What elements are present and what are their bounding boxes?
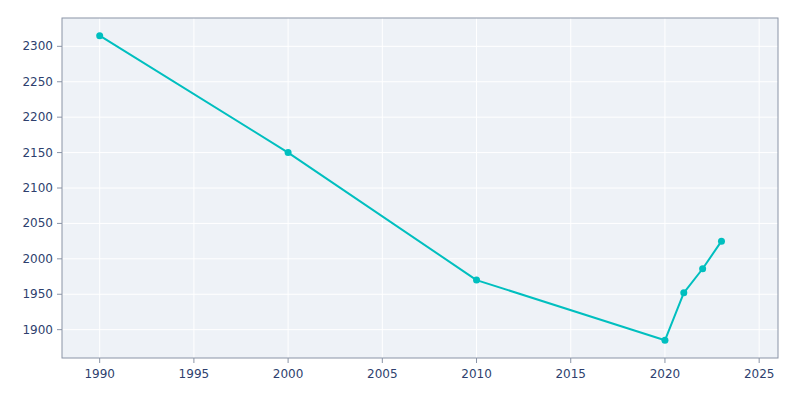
tick-label-y: 1900 [22,323,53,337]
grid [62,18,778,358]
tick-label-x: 2015 [555,367,586,381]
grid-line-y [62,46,778,47]
tick-label-x: 1990 [84,367,115,381]
grid-line-y [62,329,778,330]
tick-label-x: 2020 [650,367,681,381]
series [96,32,725,344]
chart-container: 1990 1995 2000 2005 2010 2015 2020 2025 1900 1950… [0,0,800,400]
tick-x [288,358,289,363]
tick-y [57,152,62,153]
marker [718,238,725,245]
tick-label-x: 2005 [367,367,398,381]
chart: 1990 1995 2000 2005 2010 2015 2020 2025 1900 1950… [0,0,800,400]
tick-x [99,358,100,363]
tick-x [193,358,194,363]
grid-line-y [62,81,778,82]
axes: 1990 1995 2000 2005 2010 2015 2020 2025 1900 1950… [22,39,774,381]
line [100,36,722,341]
plot-frame [62,18,778,358]
tick-x [759,358,760,363]
grid-line-y [62,258,778,259]
tick-x [476,358,477,363]
marker [661,337,668,344]
tick-label-x: 2010 [461,367,492,381]
grid-line-y [62,294,778,295]
tick-x [570,358,571,363]
tick-label-y: 2000 [22,252,53,266]
tick-label-y: 2050 [22,216,53,230]
grid-line-y [62,188,778,189]
marker [96,32,103,39]
marker [285,149,292,156]
grid-line-y [62,117,778,118]
tick-x [664,358,665,363]
grid-line-y [62,223,778,224]
tick-label-y: 2200 [22,110,53,124]
tick-label-x: 2025 [744,367,775,381]
plot-area [62,18,778,358]
tick-label-y: 2300 [22,39,53,53]
tick-y [57,223,62,224]
marker [699,265,706,272]
tick-y [57,294,62,295]
tick-y [57,329,62,330]
tick-x [382,358,383,363]
tick-y [57,46,62,47]
tick-label-y: 1950 [22,287,53,301]
tick-label-x: 2000 [273,367,304,381]
tick-y [57,117,62,118]
tick-y [57,258,62,259]
marker [473,277,480,284]
tick-y [57,188,62,189]
marker [680,289,687,296]
grid-line-y [62,152,778,153]
tick-label-y: 2150 [22,146,53,160]
tick-label-y: 2250 [22,75,53,89]
tick-label-x: 1995 [179,367,210,381]
tick-y [57,81,62,82]
tick-label-y: 2100 [22,181,53,195]
